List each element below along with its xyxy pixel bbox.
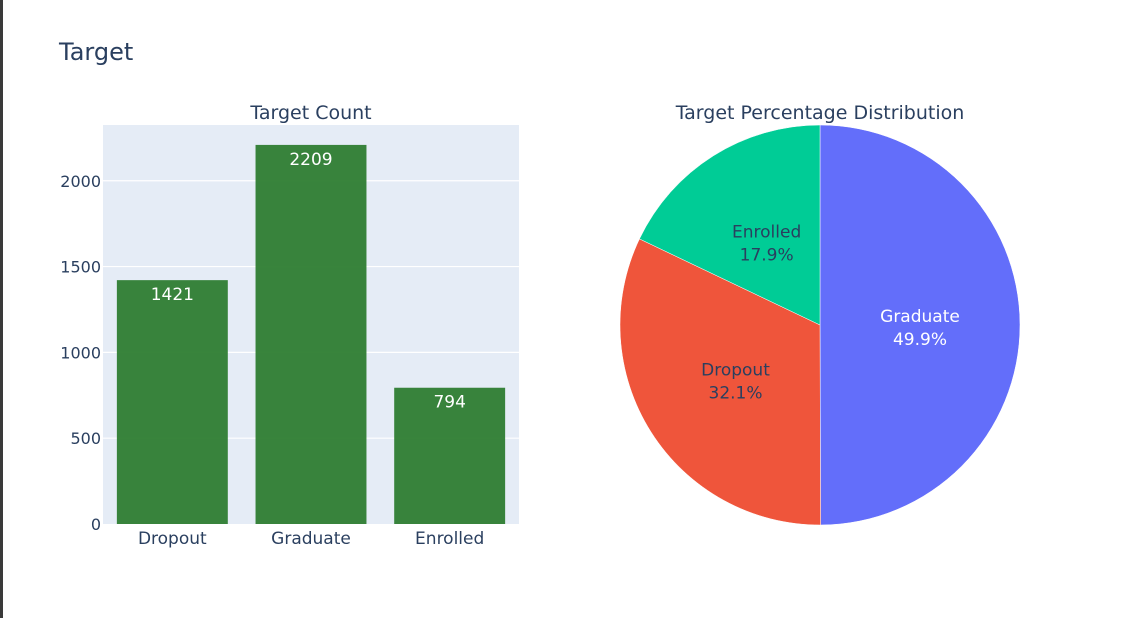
bar-data-label: 2209 [289,150,332,170]
pie-slice-graduate[interactable] [819,124,1021,526]
bar-ytick-label: 0 [91,515,101,534]
bar-ytick-label: 2000 [60,172,101,191]
bar-xtick-label: Enrolled [415,529,484,549]
bar-ytick-label: 1000 [60,343,101,362]
bar-enrolled[interactable] [394,387,506,524]
bar-ytick-label: 1500 [60,258,101,277]
bar-y-axis: 0 500 1000 1500 2000 [60,172,101,534]
pie-slice-percent: 17.9% [740,245,794,265]
bar-x-axis: Dropout Graduate Enrolled [138,529,484,549]
figure-title: Target [59,38,134,66]
pie-slice-percent: 32.1% [709,383,763,403]
bar-chart: Target Count 0 500 1000 1500 2000 1421 2209 79… [60,102,519,549]
pie-chart-title: Target Percentage Distribution [675,102,965,124]
pie-slices [619,124,1021,526]
pie-chart: Target Percentage Distribution Graduate 4… [619,102,1021,526]
bar-data-label: 794 [433,393,465,413]
pie-slice-dropout[interactable] [619,238,821,526]
pie-slice-percent: 49.9% [893,330,947,350]
bar-chart-title: Target Count [249,102,371,124]
bar-xtick-label: Dropout [138,529,207,549]
pie-slice-enrolled[interactable] [639,124,821,326]
bar-xtick-label: Graduate [271,529,351,549]
bar-dropout[interactable] [116,280,228,524]
window-edge [0,0,3,618]
bar-graduate[interactable] [255,144,367,524]
pie-slice-label: Dropout [701,360,770,380]
pie-labels: Graduate 49.9% Dropout 32.1% Enrolled 17.9% [701,222,960,403]
bar-ytick-label: 500 [70,429,101,448]
pie-slice-label: Graduate [880,307,960,327]
bar-marks: 1421 2209 794 [116,144,506,524]
bar-data-label: 1421 [151,285,194,305]
pie-slice-label: Enrolled [732,222,801,242]
